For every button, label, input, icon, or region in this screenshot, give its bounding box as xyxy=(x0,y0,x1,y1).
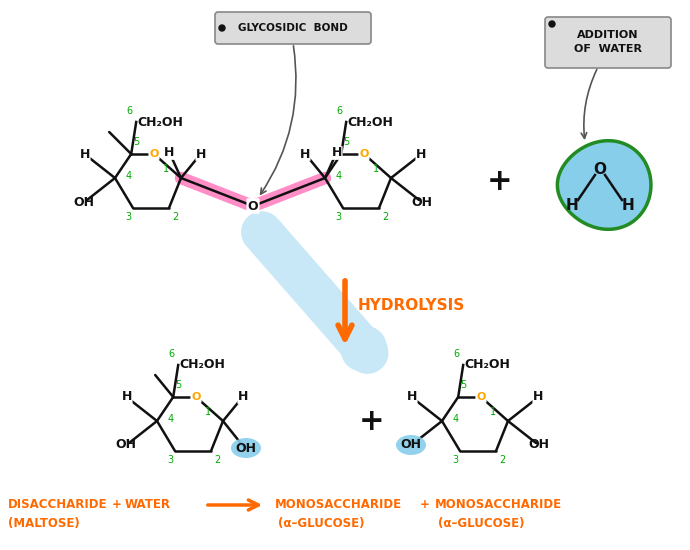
Text: H: H xyxy=(622,197,634,212)
Text: H: H xyxy=(300,147,310,161)
Text: 5: 5 xyxy=(343,137,349,147)
Text: 6: 6 xyxy=(336,106,342,116)
Text: 3: 3 xyxy=(452,455,458,465)
Text: +: + xyxy=(487,168,513,196)
Text: 3: 3 xyxy=(167,455,173,465)
Polygon shape xyxy=(558,141,651,229)
Text: +: + xyxy=(359,408,385,437)
Text: H: H xyxy=(416,147,426,161)
Text: H: H xyxy=(122,390,132,404)
Text: OH: OH xyxy=(74,195,95,208)
Text: H: H xyxy=(164,146,174,160)
Text: +: + xyxy=(112,498,122,512)
Text: H: H xyxy=(566,197,578,212)
Text: 1: 1 xyxy=(205,407,211,417)
Text: 4: 4 xyxy=(336,171,342,181)
Text: 5: 5 xyxy=(133,137,139,147)
Text: H: H xyxy=(196,147,206,161)
Text: OH: OH xyxy=(235,442,257,454)
Text: OH: OH xyxy=(529,438,549,452)
Text: H: H xyxy=(332,146,342,160)
Text: H: H xyxy=(238,390,248,404)
Text: 1: 1 xyxy=(490,407,496,417)
Text: H: H xyxy=(407,390,417,404)
Ellipse shape xyxy=(396,435,426,455)
Ellipse shape xyxy=(231,438,261,458)
Text: 2: 2 xyxy=(172,212,178,222)
Text: 4: 4 xyxy=(453,414,459,424)
Text: CH₂OH: CH₂OH xyxy=(137,116,183,129)
Text: +: + xyxy=(420,498,430,512)
Text: (α–GLUCOSE): (α–GLUCOSE) xyxy=(278,516,364,530)
Text: MONOSACCHARIDE: MONOSACCHARIDE xyxy=(435,498,562,512)
Text: O: O xyxy=(248,200,258,212)
Text: ADDITION
OF  WATER: ADDITION OF WATER xyxy=(574,30,642,54)
Text: OH: OH xyxy=(115,438,137,452)
Text: O: O xyxy=(359,149,368,159)
Text: CH₂OH: CH₂OH xyxy=(179,359,225,371)
Text: 2: 2 xyxy=(214,455,220,465)
Text: CH₂OH: CH₂OH xyxy=(464,359,510,371)
Text: O: O xyxy=(593,162,607,177)
Text: 4: 4 xyxy=(126,171,132,181)
Text: DISACCHARIDE: DISACCHARIDE xyxy=(8,498,108,512)
Text: 6: 6 xyxy=(168,349,174,359)
Text: MONOSACCHARIDE: MONOSACCHARIDE xyxy=(275,498,402,512)
Text: H: H xyxy=(533,390,543,404)
Text: O: O xyxy=(476,392,486,402)
Text: O: O xyxy=(191,392,201,402)
FancyBboxPatch shape xyxy=(545,17,671,68)
Circle shape xyxy=(549,21,555,27)
Text: 3: 3 xyxy=(335,212,341,222)
Text: 1: 1 xyxy=(163,164,169,174)
Text: (α–GLUCOSE): (α–GLUCOSE) xyxy=(438,516,524,530)
Text: 2: 2 xyxy=(499,455,505,465)
Text: CH₂OH: CH₂OH xyxy=(347,116,393,129)
Text: WATER: WATER xyxy=(125,498,171,512)
Text: 6: 6 xyxy=(453,349,460,359)
Text: 5: 5 xyxy=(175,380,181,390)
FancyBboxPatch shape xyxy=(215,12,371,44)
Text: OH: OH xyxy=(400,438,422,452)
Text: (MALTOSE): (MALTOSE) xyxy=(8,516,80,530)
Text: 2: 2 xyxy=(382,212,388,222)
Text: O: O xyxy=(149,149,159,159)
Text: 4: 4 xyxy=(168,414,174,424)
Text: 6: 6 xyxy=(126,106,132,116)
Text: GLYCOSIDIC  BOND: GLYCOSIDIC BOND xyxy=(238,23,348,33)
Text: 5: 5 xyxy=(460,380,466,390)
Text: HYDROLYSIS: HYDROLYSIS xyxy=(358,298,465,312)
Text: 3: 3 xyxy=(125,212,131,222)
Text: 1: 1 xyxy=(373,164,379,174)
Text: OH: OH xyxy=(411,195,433,208)
Circle shape xyxy=(219,25,225,31)
Text: H: H xyxy=(80,147,90,161)
